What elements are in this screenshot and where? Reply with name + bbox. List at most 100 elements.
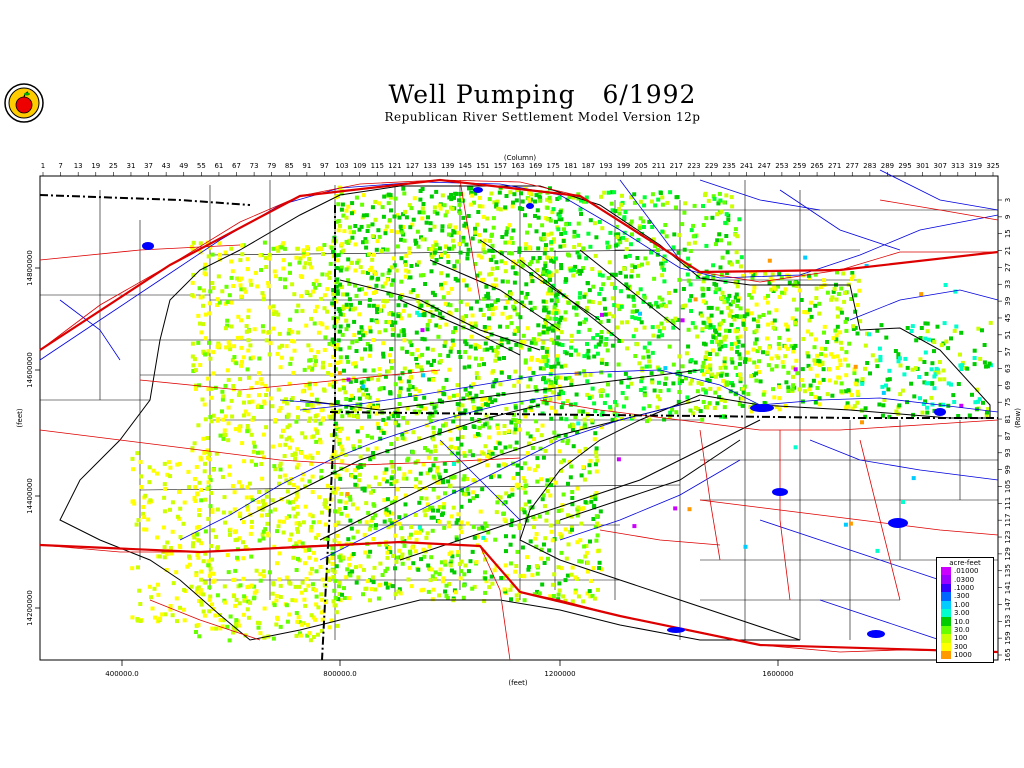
pumping-cell — [400, 432, 405, 437]
pumping-cell — [752, 360, 757, 365]
pumping-cell — [425, 502, 430, 507]
pumping-cell — [441, 480, 446, 485]
pumping-cell — [736, 296, 741, 301]
pumping-cell — [719, 238, 724, 243]
pumping-cell — [444, 593, 449, 598]
pumping-cell — [543, 448, 548, 453]
pumping-cell — [301, 472, 306, 477]
pumping-cell — [560, 503, 565, 508]
pumping-cell — [463, 221, 468, 226]
pumping-cell — [310, 490, 315, 494]
pumping-cell — [408, 532, 413, 537]
pumping-cell — [469, 334, 474, 339]
pumping-cell — [362, 532, 367, 537]
pumping-cell — [737, 217, 742, 222]
pumping-cell — [874, 358, 879, 363]
pumping-cell — [543, 279, 547, 284]
pumping-cell — [410, 352, 415, 357]
pumping-cell — [395, 555, 400, 560]
pumping-cell — [163, 486, 168, 491]
pumping-cell — [817, 396, 822, 401]
pumping-cell — [577, 559, 582, 564]
column-tick-label: 103 — [335, 162, 348, 170]
pumping-cell — [421, 210, 426, 215]
pumping-cell — [442, 502, 447, 506]
pumping-cell — [439, 253, 444, 258]
pumping-cell — [770, 321, 775, 326]
pumping-cell — [794, 284, 799, 288]
pumping-cell — [576, 505, 581, 510]
pumping-cell — [570, 490, 575, 494]
pumping-cell — [667, 344, 672, 349]
pumping-cell — [316, 330, 321, 335]
x-tick-label: 1600000 — [762, 670, 793, 678]
pumping-cell — [338, 476, 343, 481]
pumping-cell — [294, 255, 299, 260]
pumping-cell — [461, 235, 466, 240]
pumping-cell — [535, 589, 539, 594]
pumping-cell — [578, 207, 583, 212]
pumping-cell — [965, 366, 970, 371]
pumping-cell — [584, 199, 589, 204]
pumping-cell — [738, 372, 743, 377]
pumping-cell — [587, 327, 592, 332]
pumping-cell — [258, 377, 263, 382]
pumping-cell — [435, 469, 439, 474]
pumping-cell — [903, 356, 908, 361]
pumping-cell — [853, 309, 858, 314]
pumping-cell — [139, 474, 143, 479]
pumping-cell — [520, 199, 525, 204]
pumping-cell — [489, 400, 494, 404]
pumping-cell — [383, 328, 388, 333]
pumping-cell — [793, 343, 798, 348]
pumping-cell — [382, 470, 387, 475]
pumping-cell — [260, 291, 265, 296]
pumping-cell — [616, 232, 621, 237]
pumping-cell — [384, 224, 389, 229]
pumping-cell — [719, 373, 724, 378]
pumping-cell — [508, 444, 513, 449]
apple-logo-icon — [4, 83, 44, 123]
pumping-cell — [436, 389, 441, 394]
pumping-cell — [440, 224, 445, 229]
pumping-cell — [344, 327, 349, 332]
pumping-cell — [241, 556, 246, 561]
pumping-cell — [483, 402, 488, 407]
pumping-cell — [170, 529, 175, 534]
pumping-cell — [544, 363, 549, 368]
pumping-cell — [647, 404, 652, 409]
pumping-cell — [329, 372, 334, 377]
pumping-cell — [348, 518, 353, 523]
row-tick-label: 111 — [1004, 497, 1012, 510]
pumping-cell — [855, 303, 860, 307]
model-boundary — [59, 185, 991, 641]
pumping-cell — [160, 612, 165, 617]
pumping-cell — [939, 343, 944, 348]
pumping-cell — [571, 268, 576, 273]
pumping-cell — [346, 323, 351, 328]
pumping-cell — [408, 275, 413, 280]
pumping-cell — [967, 413, 972, 418]
pumping-cell — [477, 233, 482, 238]
pumping-cell — [610, 272, 614, 277]
pumping-cell — [513, 427, 518, 432]
pumping-cell — [537, 194, 542, 199]
pumping-cell — [236, 393, 241, 397]
pumping-cell — [717, 395, 721, 400]
pumping-cell — [683, 263, 688, 268]
pumping-cell — [336, 253, 341, 258]
pumping-cell — [638, 388, 643, 392]
pumping-cell — [610, 417, 615, 422]
pumping-cell — [206, 480, 211, 485]
column-tick-label: 169 — [529, 162, 542, 170]
pumping-cell — [806, 363, 811, 368]
pumping-cell — [626, 375, 631, 380]
pumping-cell — [299, 451, 304, 455]
pumping-cell — [636, 237, 641, 242]
pumping-cell — [279, 245, 284, 250]
column-tick-label: 19 — [91, 162, 100, 170]
pumping-cell — [494, 510, 499, 515]
pumping-cell — [910, 324, 915, 329]
pumping-cell — [227, 464, 232, 469]
pumping-cell — [403, 502, 408, 507]
